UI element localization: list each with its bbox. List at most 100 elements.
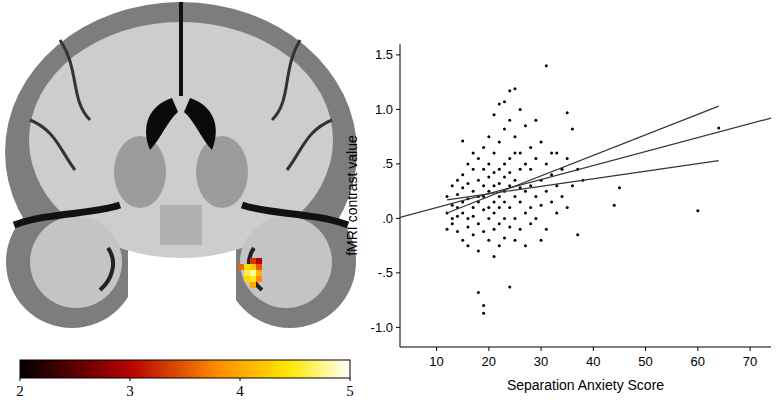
point bbox=[503, 175, 506, 178]
point bbox=[456, 179, 459, 182]
point bbox=[487, 239, 490, 242]
voxel bbox=[256, 258, 262, 264]
point bbox=[472, 168, 475, 171]
x-tick bbox=[697, 347, 698, 351]
point bbox=[493, 255, 496, 258]
point bbox=[466, 217, 469, 220]
point bbox=[524, 162, 527, 165]
fit-line bbox=[447, 161, 719, 200]
point bbox=[503, 162, 506, 165]
point bbox=[508, 226, 511, 229]
point bbox=[493, 228, 496, 231]
point bbox=[493, 184, 496, 187]
x-tick-label: 20 bbox=[482, 354, 496, 369]
point bbox=[529, 146, 532, 149]
point bbox=[482, 312, 485, 315]
voxel bbox=[244, 264, 250, 270]
point bbox=[482, 208, 485, 211]
point bbox=[482, 168, 485, 171]
colorbar-tick bbox=[350, 378, 351, 381]
point bbox=[466, 182, 469, 185]
point bbox=[461, 173, 464, 176]
point bbox=[529, 206, 532, 209]
point bbox=[508, 171, 511, 174]
point bbox=[461, 186, 464, 189]
point bbox=[508, 206, 511, 209]
point bbox=[487, 162, 490, 165]
point bbox=[503, 100, 506, 103]
point bbox=[529, 184, 532, 187]
point bbox=[696, 209, 699, 212]
point bbox=[513, 217, 516, 220]
point bbox=[513, 135, 516, 138]
point bbox=[534, 195, 537, 198]
point bbox=[498, 102, 501, 105]
x-tick bbox=[593, 347, 594, 351]
y-tick bbox=[396, 163, 400, 164]
point bbox=[487, 190, 490, 193]
figure: 2345-1.0-.5.0.51.01.510203040506070Separ… bbox=[0, 0, 777, 400]
point bbox=[451, 204, 454, 207]
fit-line bbox=[447, 106, 719, 213]
point bbox=[529, 168, 532, 171]
voxel bbox=[244, 270, 250, 276]
voxel bbox=[256, 264, 262, 270]
x-tick bbox=[436, 347, 437, 351]
point bbox=[503, 237, 506, 240]
point bbox=[717, 126, 720, 129]
point bbox=[545, 228, 548, 231]
point bbox=[498, 244, 501, 247]
point bbox=[456, 230, 459, 233]
y-tick bbox=[396, 109, 400, 110]
point bbox=[482, 304, 485, 307]
point bbox=[461, 211, 464, 214]
point bbox=[477, 291, 480, 294]
point bbox=[477, 250, 480, 253]
y-tick-label: -.5 bbox=[378, 265, 393, 280]
colorbar-tick bbox=[240, 378, 241, 381]
colorbar bbox=[20, 360, 350, 378]
point bbox=[519, 228, 522, 231]
point bbox=[571, 128, 574, 131]
point bbox=[503, 201, 506, 204]
point bbox=[540, 204, 543, 207]
x-axis bbox=[400, 347, 771, 348]
x-tick-label: 60 bbox=[691, 354, 705, 369]
point bbox=[472, 190, 475, 193]
point bbox=[466, 162, 469, 165]
point bbox=[566, 157, 569, 160]
point bbox=[519, 201, 522, 204]
point bbox=[513, 87, 516, 90]
x-tick-label: 50 bbox=[638, 354, 652, 369]
x-tick-label: 40 bbox=[586, 354, 600, 369]
y-tick-label: 1.0 bbox=[375, 102, 393, 117]
brain-panel: 2345 bbox=[5, 2, 357, 399]
point bbox=[508, 157, 511, 160]
point bbox=[472, 233, 475, 236]
point bbox=[529, 222, 532, 225]
point bbox=[613, 204, 616, 207]
point bbox=[487, 206, 490, 209]
point bbox=[461, 140, 464, 143]
scatter-panel: -1.0-.5.0.51.01.510203040506070Separatio… bbox=[344, 44, 771, 393]
y-tick-label: -1.0 bbox=[371, 320, 393, 335]
point bbox=[493, 151, 496, 154]
point bbox=[524, 211, 527, 214]
voxel bbox=[256, 276, 262, 282]
point bbox=[571, 184, 574, 187]
point bbox=[513, 179, 516, 182]
point bbox=[451, 217, 454, 220]
x-tick bbox=[750, 347, 751, 351]
y-tick-label: .5 bbox=[382, 156, 393, 171]
point bbox=[545, 162, 548, 165]
voxel bbox=[250, 270, 256, 276]
colorbar-tick bbox=[130, 378, 131, 381]
voxel bbox=[250, 282, 256, 288]
colorbar-tick-label: 5 bbox=[346, 383, 354, 399]
y-tick-label: 1.5 bbox=[375, 47, 393, 62]
point bbox=[576, 233, 579, 236]
point bbox=[508, 286, 511, 289]
brain-slice bbox=[5, 2, 357, 345]
point bbox=[498, 206, 501, 209]
point bbox=[498, 222, 501, 225]
